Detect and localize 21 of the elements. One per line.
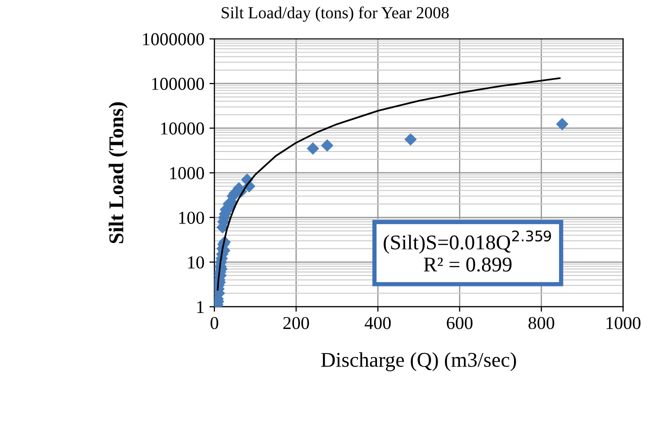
y-tick-label: 100000 [152, 78, 204, 90]
y-tick-label: 100 [179, 212, 204, 224]
y-tick-label: 1000 [170, 167, 204, 180]
x-tick-label: 1000 [606, 316, 640, 330]
y-tick-label: 1 [197, 301, 204, 313]
point [306, 142, 320, 155]
x-tick-label: 0 [210, 316, 218, 330]
point [404, 133, 417, 146]
x-tick-label: 200 [283, 316, 309, 330]
point [556, 118, 568, 130]
x-tick-label: 800 [528, 316, 554, 330]
chart-title: Silt Load/day (tons) for Year 2008 [222, 6, 449, 22]
x-tick-label: 600 [446, 316, 472, 330]
x-tick-label: 400 [364, 316, 391, 330]
x-axis-title: Discharge (Q) (m3/sec) [321, 352, 516, 372]
y-tick-label: 10 [188, 256, 204, 269]
y-tick-label: 10000 [161, 122, 204, 135]
point [320, 139, 334, 152]
annotation: (Silt)S=0.018Q$^{2.359}$ R² = 0.899 [384, 230, 551, 272]
y-tick-label: 1000000 [143, 33, 204, 46]
y-axis-title: Silt Load (Tons) [108, 102, 128, 244]
